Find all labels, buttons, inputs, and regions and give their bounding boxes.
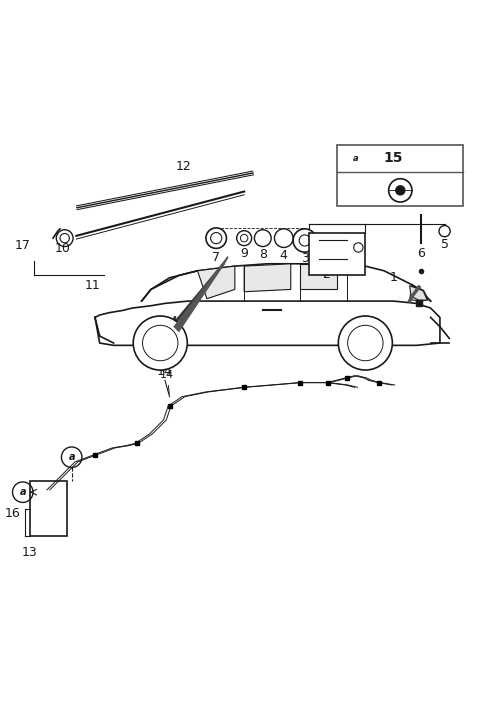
Text: 13: 13 <box>22 546 37 559</box>
Text: 8: 8 <box>259 248 267 261</box>
Text: 5: 5 <box>441 238 449 251</box>
Bar <box>310 234 365 275</box>
Polygon shape <box>198 266 235 298</box>
Polygon shape <box>300 264 337 290</box>
Circle shape <box>133 316 187 370</box>
Text: 11: 11 <box>85 279 100 292</box>
Text: 14: 14 <box>157 365 173 378</box>
Circle shape <box>237 231 252 245</box>
Text: 15: 15 <box>384 151 403 165</box>
Text: a: a <box>19 487 26 497</box>
Bar <box>30 480 67 537</box>
Text: 2: 2 <box>322 269 330 282</box>
Circle shape <box>396 186 405 195</box>
Polygon shape <box>409 285 428 301</box>
Text: 9: 9 <box>240 248 248 261</box>
Polygon shape <box>409 285 427 300</box>
Circle shape <box>354 243 363 252</box>
Circle shape <box>275 229 293 248</box>
Bar <box>337 145 463 205</box>
Text: 17: 17 <box>15 239 31 252</box>
Text: 1: 1 <box>334 267 341 277</box>
Text: 4: 4 <box>280 249 288 262</box>
Circle shape <box>293 229 316 252</box>
Text: 1: 1 <box>389 271 397 284</box>
Polygon shape <box>174 257 228 331</box>
Text: 7: 7 <box>212 251 220 264</box>
Polygon shape <box>244 264 291 292</box>
Text: 12: 12 <box>176 160 192 173</box>
Text: 6: 6 <box>417 248 425 261</box>
Text: a: a <box>68 452 75 462</box>
Text: 3: 3 <box>301 252 309 265</box>
Circle shape <box>206 228 227 248</box>
Text: 10: 10 <box>54 242 70 255</box>
Circle shape <box>439 226 450 237</box>
Text: 14: 14 <box>160 370 174 394</box>
Circle shape <box>254 230 271 247</box>
Text: a: a <box>353 154 359 163</box>
Text: 16: 16 <box>5 507 21 520</box>
Circle shape <box>338 316 392 370</box>
